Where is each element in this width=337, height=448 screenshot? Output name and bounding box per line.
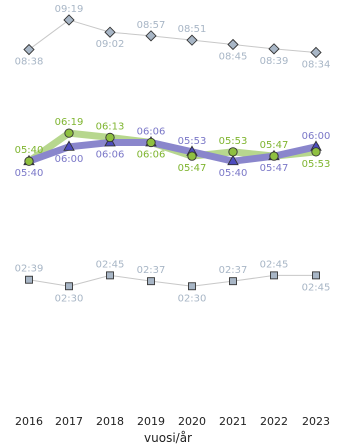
series-0-marker-6	[268, 43, 280, 55]
series-0-marker-3	[145, 30, 157, 42]
x-tick-label-2019: 2019	[137, 415, 165, 428]
series-1-label-5: 05:40	[219, 168, 248, 179]
series-1-marker-5	[227, 154, 239, 166]
data-labels: 08:38 09:19 09:02 08:57 08:51 08:45 08:39 08:34…	[15, 4, 331, 304]
series-1-label-7: 06:00	[302, 131, 331, 142]
series-3-line	[28, 274, 317, 287]
series-2-label-1: 06:19	[55, 117, 84, 128]
series-3-marker-7	[312, 271, 320, 280]
series-0-marker-4	[186, 34, 198, 46]
series-1-label-0: 05:40	[15, 168, 44, 179]
series-0-label-5: 08:45	[219, 52, 248, 63]
x-tick-label-2023: 2023	[302, 415, 330, 428]
series-2-label-7: 05:53	[302, 159, 331, 170]
series-2-label-5: 05:53	[219, 136, 248, 147]
series-3-label-0: 02:39	[15, 264, 44, 275]
series-2-label-2: 06:13	[96, 121, 125, 132]
series-2-label-0: 05:40	[15, 145, 44, 156]
series-3-marker-0	[25, 275, 33, 284]
x-axis-title: vuosi/år	[144, 431, 192, 445]
series-3-marker-1	[65, 282, 73, 291]
x-tick-label-2022: 2022	[260, 415, 288, 428]
series-1-label-4: 05:53	[178, 136, 207, 147]
series-3-label-7: 02:45	[302, 282, 331, 293]
series-3-label-3: 02:37	[137, 265, 166, 276]
x-tick-label-2016: 2016	[15, 415, 43, 428]
series-lines	[25, 19, 320, 287]
series-markers	[23, 14, 322, 291]
series-0-label-1: 09:19	[55, 4, 84, 15]
series-3-marker-5	[229, 277, 237, 286]
series-2-marker-0	[24, 156, 34, 166]
series-3-label-4: 02:30	[178, 293, 207, 304]
series-2-marker-4	[187, 151, 197, 161]
series-0-label-6: 08:39	[260, 56, 289, 67]
series-0-label-2: 09:02	[96, 39, 125, 50]
series-0-line	[28, 19, 317, 53]
series-1-label-3: 06:06	[137, 126, 166, 137]
series-3-marker-3	[147, 277, 155, 286]
series-0-label-7: 08:34	[302, 59, 331, 70]
series-1-label-2: 06:06	[96, 149, 125, 160]
series-3-label-5: 02:37	[219, 265, 248, 276]
series-0-marker-1	[63, 14, 75, 26]
x-tick-label-2018: 2018	[96, 415, 124, 428]
series-1-label-6: 05:47	[260, 163, 289, 174]
series-3-label-2: 02:45	[96, 259, 125, 270]
series-0-label-3: 08:57	[137, 20, 166, 31]
series-1-label-1: 06:00	[55, 154, 84, 165]
series-2-marker-3	[146, 137, 156, 148]
series-0-label-0: 08:38	[15, 57, 44, 68]
series-0-marker-2	[104, 26, 116, 38]
x-tick-label-2021: 2021	[219, 415, 247, 428]
series-2-label-6: 05:47	[260, 140, 289, 151]
series-0-marker-7	[310, 46, 322, 59]
series-2-marker-5	[228, 147, 238, 157]
series-0-marker-0	[23, 43, 35, 56]
x-tick-label-2020: 2020	[178, 415, 206, 428]
series-1-marker-1	[63, 140, 75, 151]
series-3-marker-4	[188, 282, 196, 291]
series-3-marker-2	[106, 271, 114, 280]
series-2-label-3: 06:06	[137, 149, 166, 160]
series-3-label-6: 02:45	[260, 259, 289, 270]
series-2-label-4: 05:47	[178, 163, 207, 174]
x-tick-label-2017: 2017	[55, 415, 83, 428]
series-2-marker-1	[64, 128, 74, 138]
series-3-marker-6	[270, 271, 278, 280]
series-0-label-4: 08:51	[178, 24, 207, 35]
series-2-marker-7	[311, 147, 321, 157]
series-2-marker-2	[105, 132, 115, 143]
series-0-marker-5	[227, 38, 239, 51]
series-2-marker-6	[269, 151, 279, 161]
series-3-label-1: 02:30	[55, 293, 84, 304]
x-axis: 2016 2017 2018 2019 2020 2021 2022 2023	[15, 415, 330, 428]
series-1-line	[25, 138, 320, 165]
